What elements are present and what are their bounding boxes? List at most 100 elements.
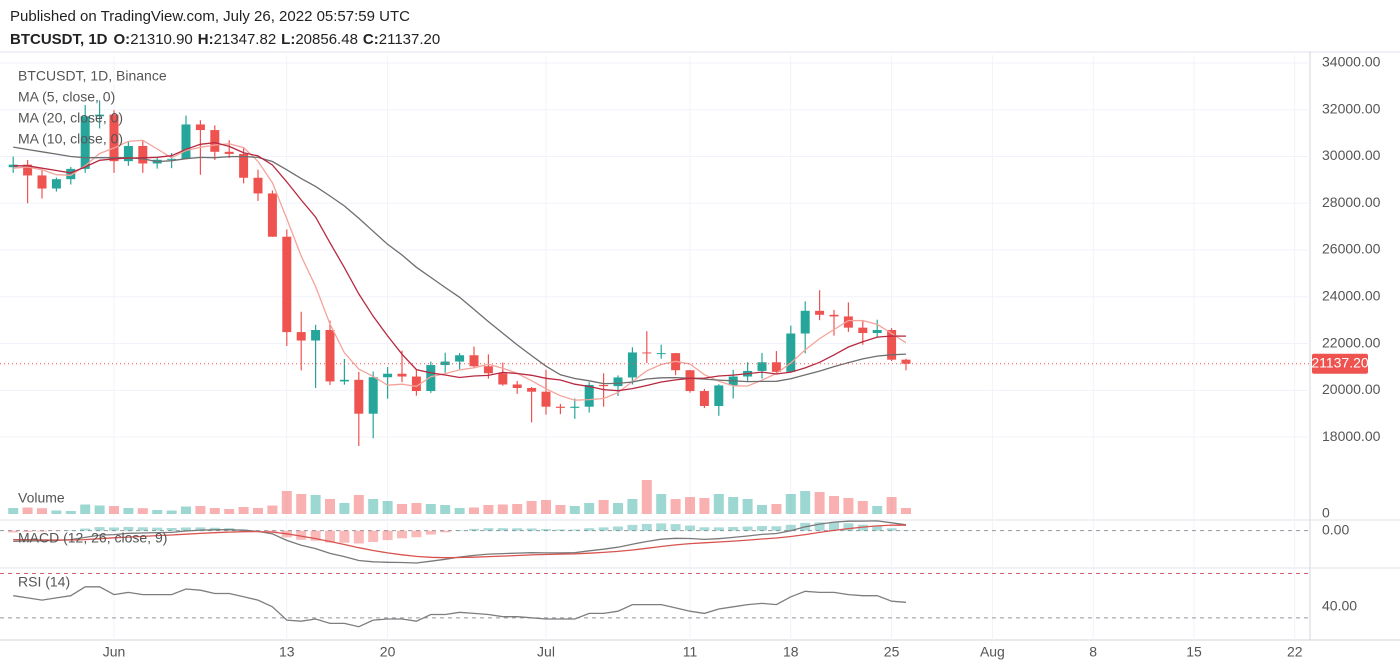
- volume-bar: [37, 508, 47, 514]
- candle-body: [109, 114, 119, 162]
- volume-bar: [425, 504, 436, 514]
- y-tick-label: 0.00: [1322, 521, 1349, 537]
- candle-body: [167, 158, 177, 160]
- candle-body: [714, 385, 724, 406]
- candle-body: [527, 387, 537, 392]
- volume-bar: [368, 499, 379, 514]
- volume-bar: [65, 511, 76, 514]
- volume-bar: [454, 508, 465, 514]
- macd-histogram-bar: [8, 530, 19, 533]
- moving-average: [13, 139, 907, 401]
- volume-bar: [598, 500, 609, 514]
- volume-bar: [656, 494, 667, 514]
- volume-bar: [310, 495, 321, 514]
- last-price-label: 21137.20: [1311, 354, 1369, 370]
- volume-bar: [857, 501, 868, 514]
- y-tick-label: 28000.00: [1322, 194, 1381, 210]
- volume-bar: [253, 508, 263, 514]
- candle-body: [239, 153, 249, 178]
- candle-body: [440, 361, 450, 366]
- macd-histogram-bar: [425, 530, 436, 535]
- y-tick-label: 40.00: [1322, 597, 1357, 613]
- candle-body: [325, 329, 335, 382]
- volume-bar: [94, 505, 105, 514]
- macd-histogram-bar: [728, 527, 739, 531]
- volume-bar: [22, 507, 33, 514]
- volume-bar: [411, 503, 422, 514]
- macd-histogram-bar: [137, 527, 148, 531]
- candle-body: [757, 362, 767, 371]
- volume-bar: [353, 495, 364, 514]
- candle-body: [887, 329, 897, 360]
- macd-histogram-bar: [454, 530, 465, 531]
- candle-body: [383, 373, 393, 378]
- candle-body: [138, 145, 148, 164]
- volume-bar: [181, 506, 191, 514]
- x-tick-label: Aug: [980, 644, 1005, 660]
- x-tick-label: Jul: [537, 644, 555, 660]
- candle-body: [771, 362, 781, 372]
- candle-body: [541, 391, 551, 407]
- macd-histogram-bar: [713, 527, 724, 531]
- candle-body: [195, 124, 205, 131]
- rsi-line: [13, 586, 907, 628]
- volume-bar: [843, 498, 854, 514]
- candle-body: [296, 332, 306, 341]
- volume-bar: [281, 491, 292, 514]
- candle-body: [599, 384, 609, 387]
- y-tick-label: 20000.00: [1322, 381, 1381, 397]
- volume-bar: [397, 504, 407, 514]
- macd-histogram-bar: [584, 528, 595, 531]
- candle-body: [584, 384, 594, 407]
- x-tick-label: 13: [279, 644, 295, 660]
- candle-body: [613, 377, 623, 387]
- volume-bar: [440, 505, 451, 514]
- candle-body: [815, 310, 825, 315]
- y-tick-label: 24000.00: [1322, 287, 1381, 303]
- macd-histogram-bar: [829, 522, 839, 531]
- candle-body: [23, 164, 33, 176]
- volume-bar: [152, 510, 163, 514]
- x-tick-label: 22: [1287, 644, 1303, 660]
- ohlc-key: C:: [363, 31, 379, 48]
- volume-bar: [569, 506, 580, 514]
- macd-histogram-bar: [181, 527, 191, 531]
- volume-bar: [757, 505, 767, 514]
- macd-histogram-bar: [512, 528, 523, 531]
- volume-bar: [670, 499, 681, 514]
- pane-title: RSI (14): [18, 574, 70, 590]
- candle-body: [282, 236, 292, 333]
- candle-body: [411, 376, 421, 392]
- macd-line: [13, 524, 906, 559]
- candle-body: [66, 168, 76, 180]
- ohlc-value: 21310.90: [130, 31, 193, 48]
- last-price-box: [1312, 353, 1368, 374]
- macd-histogram-bar: [541, 529, 551, 531]
- ohlc-value: 20856.48: [295, 31, 358, 48]
- candle-body: [685, 370, 695, 392]
- volume-bar: [728, 497, 739, 514]
- pane-title: MACD (12, 26, close, 9): [18, 530, 167, 546]
- macd-histogram-bar: [80, 528, 91, 531]
- volume-bar: [382, 501, 393, 514]
- macd-histogram-bar: [814, 522, 825, 531]
- macd-histogram-bar: [368, 530, 379, 542]
- volume-bar: [641, 480, 652, 514]
- candle-body: [267, 193, 277, 237]
- candle-body: [181, 124, 191, 159]
- volume-bar: [497, 504, 508, 514]
- macd-histogram-bar: [152, 527, 163, 531]
- candle-body: [224, 151, 234, 154]
- ohlc-key: O:: [114, 31, 131, 48]
- macd-histogram-bar: [526, 528, 537, 531]
- moving-average: [13, 146, 907, 385]
- macd-histogram-bar: [94, 527, 105, 531]
- candle-body: [80, 116, 90, 169]
- volume-bar: [325, 499, 335, 514]
- candle-body: [570, 406, 580, 408]
- volume-bar: [829, 496, 839, 514]
- volume-bar: [209, 508, 220, 514]
- moving-average: [13, 141, 907, 392]
- macd-histogram-bar: [872, 525, 883, 531]
- macd-histogram-bar: [685, 525, 695, 531]
